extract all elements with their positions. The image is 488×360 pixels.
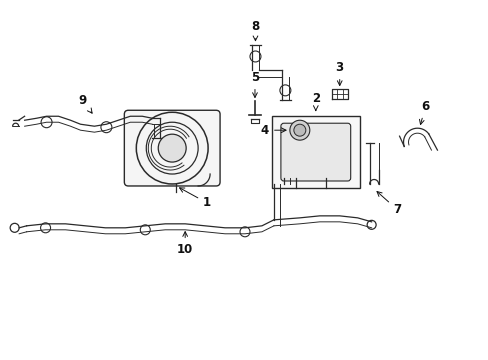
Text: 5: 5 bbox=[250, 71, 259, 98]
Text: 6: 6 bbox=[419, 100, 429, 125]
Circle shape bbox=[158, 134, 186, 162]
Text: 7: 7 bbox=[376, 192, 401, 216]
Text: 4: 4 bbox=[260, 124, 285, 137]
Text: 9: 9 bbox=[78, 94, 92, 113]
Text: 1: 1 bbox=[179, 188, 211, 210]
Text: 2: 2 bbox=[311, 92, 319, 111]
Text: 8: 8 bbox=[251, 20, 259, 41]
Text: 3: 3 bbox=[335, 61, 343, 85]
Circle shape bbox=[289, 120, 309, 140]
Circle shape bbox=[293, 124, 305, 136]
Text: 10: 10 bbox=[177, 232, 193, 256]
FancyBboxPatch shape bbox=[124, 110, 220, 186]
FancyBboxPatch shape bbox=[280, 123, 350, 181]
Bar bbox=[271, 116, 359, 188]
